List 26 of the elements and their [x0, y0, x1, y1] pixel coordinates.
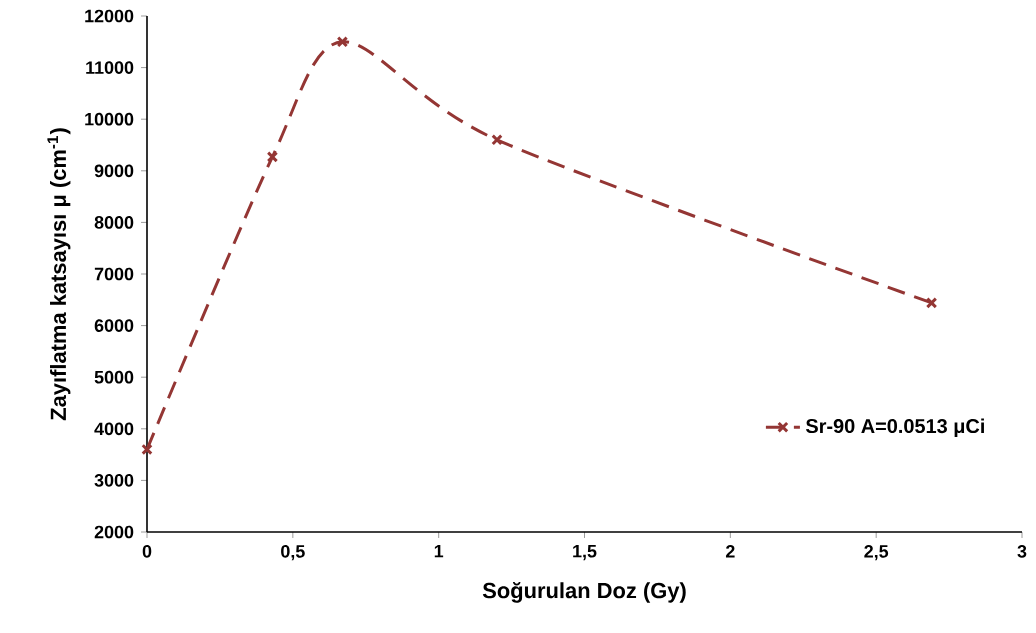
y-tick-label: 2000 [94, 525, 134, 539]
point [336, 36, 349, 48]
point [141, 443, 153, 456]
y-tick-label: 9000 [94, 164, 134, 178]
legend-label: Sr-90 A=0.0513 μCi [805, 418, 984, 437]
point [491, 134, 503, 146]
x-tick-label: 0 [142, 545, 152, 558]
y-tick-label: 6000 [94, 319, 134, 332]
point [266, 151, 279, 163]
x-tick-label: 0,5 [281, 545, 305, 561]
y-tick-label: 4000 [94, 422, 134, 436]
point [925, 297, 938, 309]
y-tick-label: 5000 [94, 370, 134, 384]
x-tick-label: 1 [434, 545, 444, 558]
y-axis-title: Zayıflatma katsayısı μ (cm$^{-1}$) [47, 128, 71, 421]
x-tick-label: 2,5 [864, 545, 889, 561]
x-tick-label: 3 [1017, 545, 1027, 558]
y-tick-label: 11000 [86, 61, 134, 74]
x-axis-title: Soğurulan Doz (Gy) [482, 582, 686, 603]
y-tick-label: 7000 [94, 267, 134, 281]
x-tick-label: 2 [725, 545, 735, 558]
x-tick-label: 1,5 [573, 545, 597, 561]
y-tick-label: 12000 [85, 9, 134, 23]
y-tick-label: 3000 [94, 474, 134, 487]
y-tick-label: 8000 [94, 216, 134, 229]
y-tick-label: 10000 [85, 112, 134, 126]
